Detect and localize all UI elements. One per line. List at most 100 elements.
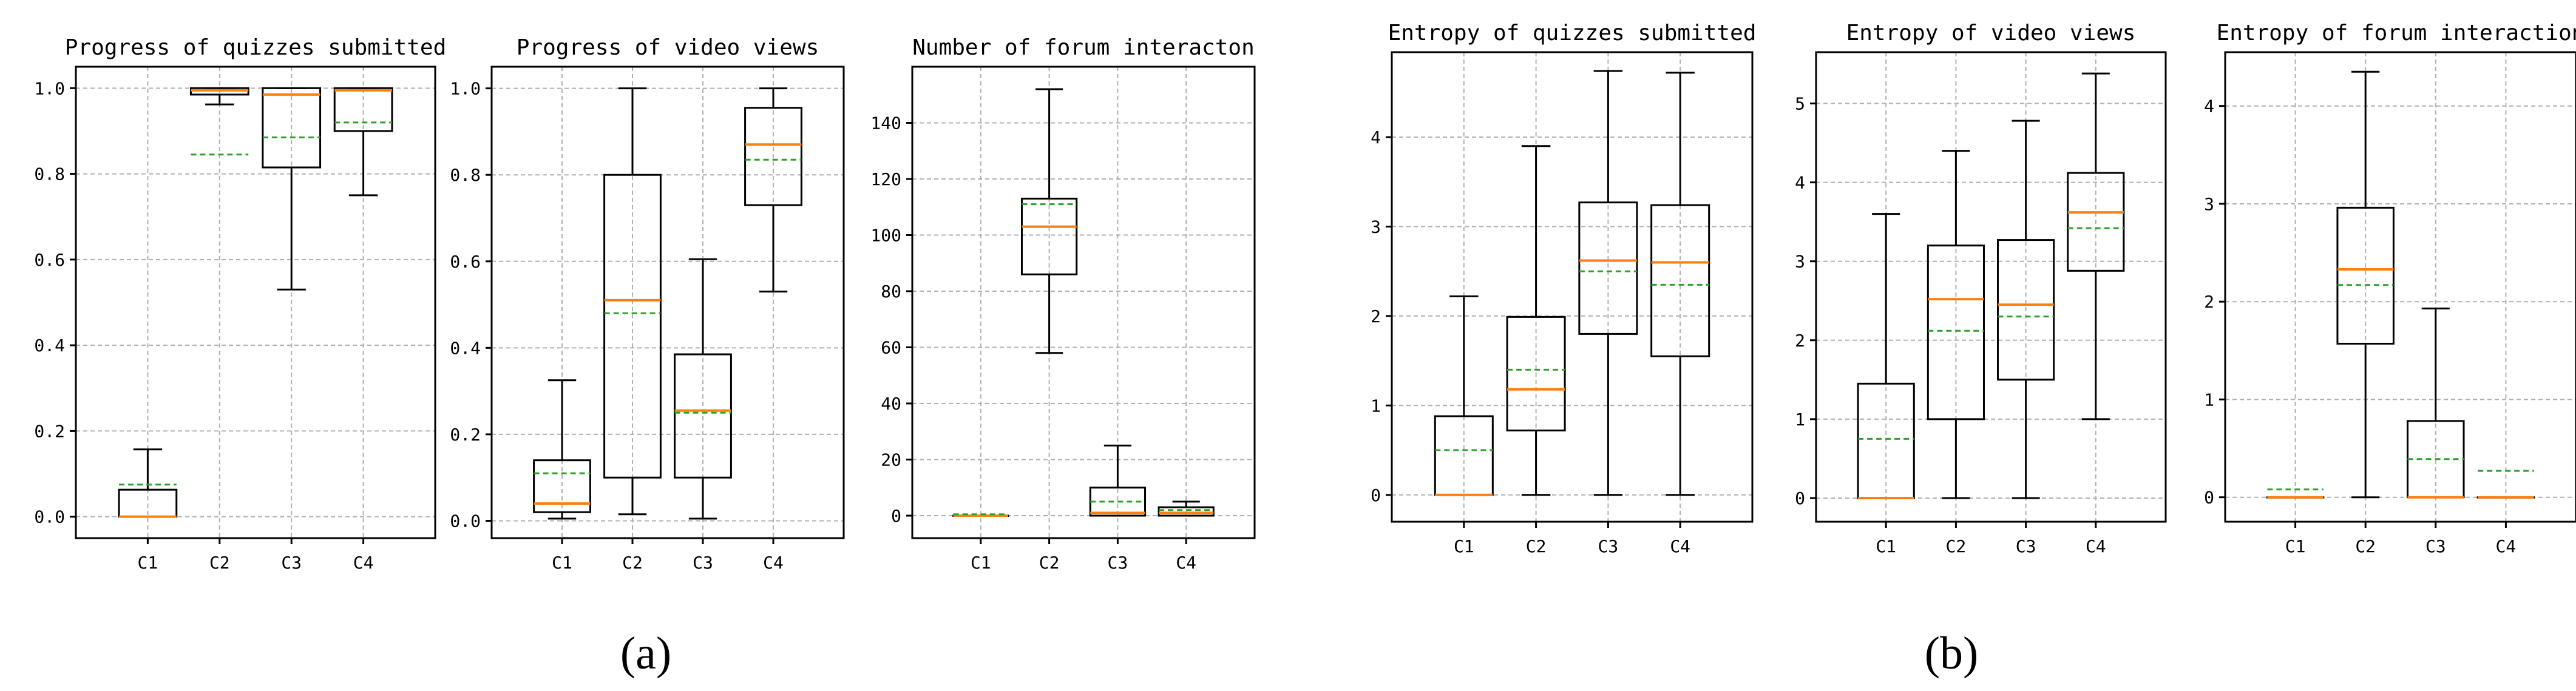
x-tick-label: C2 bbox=[2355, 536, 2376, 556]
y-tick-label: 1 bbox=[1795, 410, 1805, 430]
box-C2 bbox=[1927, 150, 1985, 499]
y-tick-label: 4 bbox=[1371, 127, 1381, 147]
y-tick-label: 100 bbox=[870, 226, 901, 246]
y-tick-label: 0.0 bbox=[34, 507, 65, 527]
box-C4 bbox=[2476, 470, 2535, 499]
y-tick-label: 0 bbox=[2204, 488, 2214, 508]
box-C2 bbox=[603, 87, 662, 516]
box-C1 bbox=[118, 448, 178, 518]
box-iqr bbox=[1158, 506, 1215, 517]
chart-panel-5: 0 1 2 3 4 5 C1 C2 C3 C4 Entropy of video views bbox=[1795, 21, 2167, 556]
x-tick-label: C3 bbox=[281, 553, 302, 573]
box-C4 bbox=[1158, 501, 1215, 517]
box-C3 bbox=[1997, 120, 2055, 499]
box-C1 bbox=[1434, 295, 1494, 496]
plot-frame bbox=[2224, 51, 2576, 523]
x-tick-label: C3 bbox=[2016, 536, 2036, 556]
box-C2 bbox=[1020, 88, 1078, 354]
box-C4 bbox=[333, 87, 393, 197]
y-tick-label: 60 bbox=[881, 338, 901, 358]
box-iqr bbox=[2067, 172, 2125, 272]
y-tick-label: 1.0 bbox=[34, 78, 65, 98]
plot-frame bbox=[1391, 51, 1754, 523]
box-iqr bbox=[603, 174, 662, 479]
chart-panel-4: 0 1 2 3 4 C1 C2 C3 C4 Entropy of quizzes submitte… bbox=[1371, 21, 1756, 556]
y-tick-label: 80 bbox=[881, 281, 901, 302]
y-tick-label: 0 bbox=[1795, 488, 1805, 508]
chart-title: Progress of quizzes submitted bbox=[65, 35, 447, 60]
x-tick-label: C2 bbox=[1946, 536, 1967, 556]
y-tick-label: 0.2 bbox=[450, 425, 481, 445]
box-iqr bbox=[262, 87, 322, 169]
chart-title: Number of forum interacton bbox=[912, 35, 1255, 60]
box-iqr bbox=[1650, 204, 1710, 357]
box-iqr bbox=[1927, 244, 1985, 420]
box-C4 bbox=[2067, 72, 2125, 420]
y-tick-label: 2 bbox=[1371, 306, 1381, 326]
chart-panel-3: 0 20 40 60 80 100 120 140 C1 C2 C3 C4 Number of foru… bbox=[870, 35, 1256, 573]
x-tick-label: C2 bbox=[1039, 553, 1060, 573]
y-tick-label: 40 bbox=[881, 394, 901, 414]
y-tick-label: 0.6 bbox=[450, 252, 481, 272]
x-tick-label: C2 bbox=[622, 553, 643, 573]
y-tick-label: 0.4 bbox=[34, 335, 65, 356]
y-tick-label: 0.8 bbox=[450, 165, 481, 185]
x-tick-label: C4 bbox=[1670, 536, 1690, 556]
chart-panel-2: 0.0 0.2 0.4 0.6 0.8 1.0 C1 C2 C3 C4 Progress of vi… bbox=[450, 35, 845, 573]
chart-title: Entropy of quizzes submitted bbox=[1388, 21, 1757, 46]
y-tick-label: 4 bbox=[2204, 96, 2214, 116]
chart-title: Entropy of forum interaction bbox=[2217, 21, 2576, 46]
y-tick-label: 0.4 bbox=[450, 338, 481, 358]
x-tick-label: C1 bbox=[1876, 536, 1896, 556]
y-tick-label: 4 bbox=[1795, 173, 1805, 193]
x-tick-label: C3 bbox=[693, 553, 713, 573]
y-tick-label: 1 bbox=[2204, 389, 2214, 410]
plot-frame bbox=[490, 66, 845, 539]
x-tick-label: C2 bbox=[209, 553, 230, 573]
y-tick-label: 3 bbox=[2204, 194, 2214, 214]
y-tick-label: 0 bbox=[891, 506, 901, 526]
x-tick-label: C1 bbox=[552, 553, 572, 573]
x-tick-label: C4 bbox=[763, 553, 784, 573]
x-tick-label: C3 bbox=[2425, 536, 2446, 556]
x-tick-label: C3 bbox=[1108, 553, 1128, 573]
y-tick-label: 0.2 bbox=[34, 421, 65, 441]
y-tick-label: 0.8 bbox=[34, 164, 65, 184]
x-tick-label: C1 bbox=[1454, 536, 1474, 556]
chart-panel-1: 0.0 0.2 0.4 0.6 0.8 1.0 C1 C2 C3 C4 Progress of qu… bbox=[34, 35, 446, 573]
box-C3 bbox=[262, 87, 322, 291]
charts-layer: 0.0 0.2 0.4 0.6 0.8 1.0 C1 C2 C3 C4 Progress of qu… bbox=[34, 21, 2576, 573]
box-iqr bbox=[2336, 206, 2395, 345]
box-iqr bbox=[674, 353, 732, 479]
box-iqr bbox=[1997, 239, 2055, 381]
y-tick-label: 20 bbox=[881, 450, 901, 470]
y-tick-label: 120 bbox=[870, 169, 901, 189]
plot-frame bbox=[911, 66, 1256, 539]
x-tick-label: C4 bbox=[2496, 536, 2517, 556]
y-tick-label: 2 bbox=[2204, 292, 2214, 312]
x-tick-label: C3 bbox=[1598, 536, 1619, 556]
y-tick-label: 140 bbox=[870, 113, 901, 133]
box-C1 bbox=[952, 513, 1009, 517]
x-tick-label: C2 bbox=[1526, 536, 1547, 556]
box-C2 bbox=[2336, 70, 2395, 499]
box-C1 bbox=[533, 379, 591, 520]
y-tick-label: 0 bbox=[1371, 485, 1381, 505]
chart-title: Progress of video views bbox=[517, 35, 819, 60]
box-C2 bbox=[1506, 145, 1566, 496]
y-tick-label: 2 bbox=[1795, 331, 1805, 351]
box-C3 bbox=[1578, 70, 1638, 496]
y-tick-label: 3 bbox=[1795, 252, 1805, 272]
box-iqr bbox=[1578, 201, 1638, 335]
x-tick-label: C4 bbox=[2086, 536, 2106, 556]
x-tick-label: C1 bbox=[2285, 536, 2306, 556]
box-C3 bbox=[1089, 444, 1147, 517]
y-tick-label: 0.6 bbox=[34, 250, 65, 270]
y-tick-label: 0.0 bbox=[450, 511, 481, 531]
chart-panel-6: 0 1 2 3 4 C1 C2 C3 C4 Entropy of forum interactio… bbox=[2204, 21, 2576, 556]
box-C3 bbox=[674, 258, 732, 520]
x-tick-label: C4 bbox=[1176, 553, 1196, 573]
box-C1 bbox=[2266, 488, 2325, 499]
y-tick-label: 3 bbox=[1371, 217, 1381, 237]
